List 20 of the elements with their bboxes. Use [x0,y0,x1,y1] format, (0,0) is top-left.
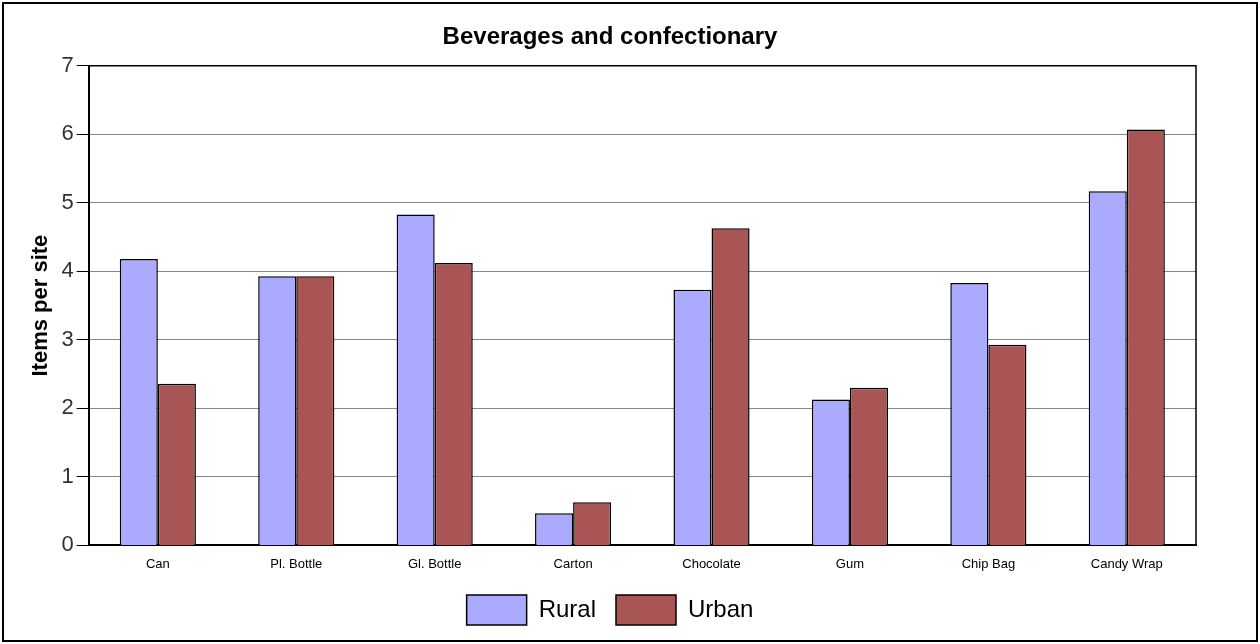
y-tick-label: 5 [61,188,74,214]
y-tick-label: 4 [61,257,74,283]
x-tick-label: Chocolate [682,555,741,571]
x-tick-label: Can [145,555,170,571]
legend-label: Rural [538,594,596,622]
y-tick-label: 1 [61,462,74,488]
x-tick-label: Pl. Bottle [270,555,323,571]
chart-title: Beverages and confectionary [442,22,779,50]
y-tick-label: 3 [61,325,74,351]
y-axis-title: Items per site [27,234,53,377]
y-tick-label: 0 [61,531,74,557]
y-tick-label: 2 [61,394,74,420]
legend-label: Urban [687,594,754,622]
y-tick-label: 7 [61,51,74,77]
x-tick-label: Carton [553,555,593,571]
x-tick-label: Gl. Bottle [407,555,462,571]
x-tick-label: Gum [835,555,865,571]
y-tick-label: 6 [61,120,74,146]
x-tick-label: Candy Wrap [1090,555,1163,571]
x-tick-label: Chip Bag [961,555,1016,571]
